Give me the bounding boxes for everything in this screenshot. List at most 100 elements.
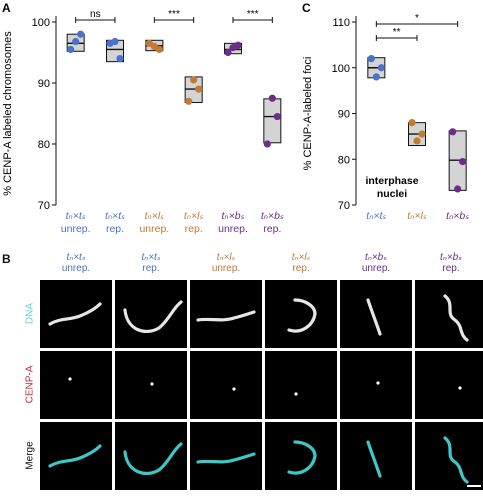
column-cross: tₙ×tₛ [141, 252, 161, 263]
micrograph-image [123, 442, 183, 475]
column-state: unrep. [61, 263, 91, 274]
data-point [195, 85, 203, 93]
annotation: nuclei [377, 188, 407, 200]
micrograph-image [287, 298, 317, 333]
merge-signal [287, 440, 317, 475]
data-point [413, 137, 421, 145]
micrograph-image [458, 386, 462, 390]
chart-panel-c: C 70 80 90 100 110 % CENP-A-labeled foci tₙ×tₛ t… [302, 1, 469, 222]
data-point [190, 76, 198, 84]
micrograph-image [443, 294, 469, 342]
data-point [454, 185, 462, 193]
chromosome-signal [287, 298, 317, 333]
y-tick-label: 70 [338, 200, 350, 212]
significance-label: * [415, 13, 419, 24]
panel-letter: C [302, 1, 311, 15]
column-header: tₙ×lₛ unrep. [190, 252, 262, 274]
micrograph-image [366, 440, 382, 478]
column-cross: tₙ×bₛ [365, 252, 387, 263]
x-tick-label: unrep. [218, 223, 248, 235]
column-header: tₙ×bₛ unrep. [340, 252, 412, 274]
micrograph-tile [115, 280, 187, 348]
micrograph-tile [340, 351, 412, 419]
micrograph-tile [340, 422, 412, 490]
range-box [263, 98, 282, 144]
row-label: DNA [24, 302, 36, 325]
chromosome-signal [443, 294, 469, 342]
data-point [263, 140, 271, 148]
merge-signal [443, 436, 469, 484]
significance-label: ** [393, 27, 401, 38]
micrograph-tile [340, 280, 412, 348]
micrograph-tile [40, 280, 112, 348]
chromosome-signal [123, 300, 183, 333]
micrograph-image [196, 310, 256, 322]
micrograph-image [68, 377, 72, 381]
micrograph-tile [115, 422, 187, 490]
micrograph-tile [190, 351, 262, 419]
x-tick-label: rep. [263, 223, 281, 235]
data-point [116, 55, 124, 63]
micrograph-tile [265, 422, 337, 490]
micrograph-image [443, 436, 481, 487]
chromosome-signal [196, 310, 256, 322]
y-tick-label: 90 [38, 78, 50, 90]
panel-letter: B [2, 252, 11, 266]
micrograph-tile [40, 422, 112, 490]
data-point [185, 97, 193, 105]
merge-signal [123, 442, 183, 475]
x-tick-label: tₙ×tₛ [105, 210, 125, 222]
y-tick-label: 80 [338, 154, 350, 166]
column-header: tₙ×bₛ rep. [415, 252, 483, 274]
micrograph-image [150, 382, 154, 386]
data-point [367, 55, 375, 63]
cenp-a-focus [376, 381, 380, 385]
micrograph-tile [115, 351, 187, 419]
data-point [418, 130, 426, 138]
data-point [229, 44, 237, 52]
micrograph-tile [190, 422, 262, 490]
column-header: tₙ×tₛ rep. [115, 252, 187, 274]
data-point [377, 64, 385, 72]
data-point [459, 157, 467, 166]
column-state: rep. [142, 263, 160, 274]
data-point [77, 30, 85, 38]
x-tick-label: unrep. [139, 223, 169, 235]
column-state: rep. [292, 263, 310, 274]
y-tick-label: 100 [332, 63, 350, 75]
data-point [372, 73, 380, 81]
y-tick-label: 90 [338, 109, 350, 121]
y-tick-label: 110 [332, 17, 350, 29]
x-tick-label: rep. [185, 223, 203, 235]
row-label: CENP-A [24, 365, 36, 404]
x-tick-label: tₙ×tₛ [66, 210, 86, 222]
micrograph-tile [415, 280, 483, 348]
micrograph-tile [265, 280, 337, 348]
data-point [268, 94, 276, 102]
data-point [224, 48, 232, 57]
annotation: interphase [365, 175, 418, 187]
column-state: unrep. [211, 263, 241, 274]
chart-panel-a: A 70 80 90 100 % CENP-A labeled chromosomes tₙ… [2, 1, 284, 235]
data-point [72, 37, 80, 46]
data-point [111, 37, 119, 46]
x-tick-label: tₙ×lₛ [145, 210, 165, 222]
y-tick-label: 100 [32, 17, 50, 29]
x-tick-label: tₙ×lₛ [184, 210, 204, 222]
micrograph-tile [40, 351, 112, 419]
micrograph-image [123, 300, 183, 333]
column-cross: tₙ×lₛ [216, 252, 236, 263]
micrograph-tile [190, 280, 262, 348]
column-cross: tₙ×lₛ [291, 252, 311, 263]
cenp-a-focus [294, 392, 298, 396]
significance-label: *** [247, 9, 259, 20]
merge-signal [196, 452, 256, 464]
micrograph-image [48, 302, 102, 326]
x-tick-label: tₙ×bₛ [446, 210, 469, 222]
chromosome-signal [48, 302, 102, 326]
data-point [67, 45, 75, 54]
x-tick-label: unrep. [61, 223, 91, 235]
x-tick-label: rep. [106, 223, 124, 235]
data-point [408, 119, 416, 127]
